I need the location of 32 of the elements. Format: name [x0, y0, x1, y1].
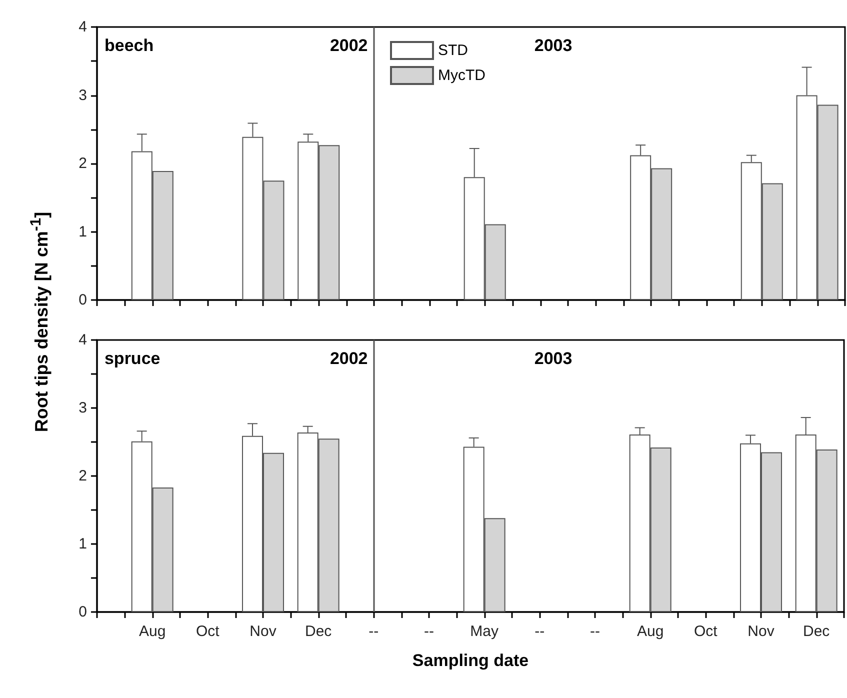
y-tick-label: 0 [78, 604, 87, 620]
y-tick-label: 3 [78, 400, 87, 416]
annotation: beech [104, 36, 154, 55]
x-axis-title: Sampling date [412, 651, 529, 670]
x-tick-label: -- [424, 623, 434, 640]
x-tick-label: Aug [138, 623, 166, 640]
y-tick-label: 1 [78, 536, 87, 552]
annotation: 2003 [534, 36, 572, 55]
y-tick-label: 2 [78, 155, 87, 172]
annotation: 2002 [330, 349, 368, 368]
legend-label: MycTD [438, 67, 486, 84]
annotation: 2002 [330, 36, 368, 55]
x-tick-label: -- [590, 623, 600, 640]
annotation: spruce [104, 349, 160, 368]
x-tick-label: -- [534, 623, 545, 640]
x-tick-label: May [470, 623, 499, 640]
y-tick-label: 4 [78, 18, 87, 36]
x-tick-label: -- [368, 623, 379, 640]
y-tick-label: 1 [78, 223, 87, 240]
legend-label: STD [438, 42, 468, 59]
annotation: 2003 [534, 349, 572, 368]
y-tick-label: 0 [78, 292, 87, 308]
x-tick-label: Dec [802, 623, 830, 640]
y-tick-label: 2 [78, 468, 87, 484]
x-tick-label: Dec [304, 623, 332, 640]
y-tick-label: 4 [78, 332, 87, 348]
x-tick-label: Aug [636, 623, 664, 640]
x-tick-label: Oct [196, 623, 220, 640]
y-tick-label: 3 [78, 86, 87, 104]
x-tick-label: Oct [694, 623, 718, 640]
x-tick-label: Nov [748, 623, 775, 640]
x-tick-label: Nov [250, 623, 277, 640]
